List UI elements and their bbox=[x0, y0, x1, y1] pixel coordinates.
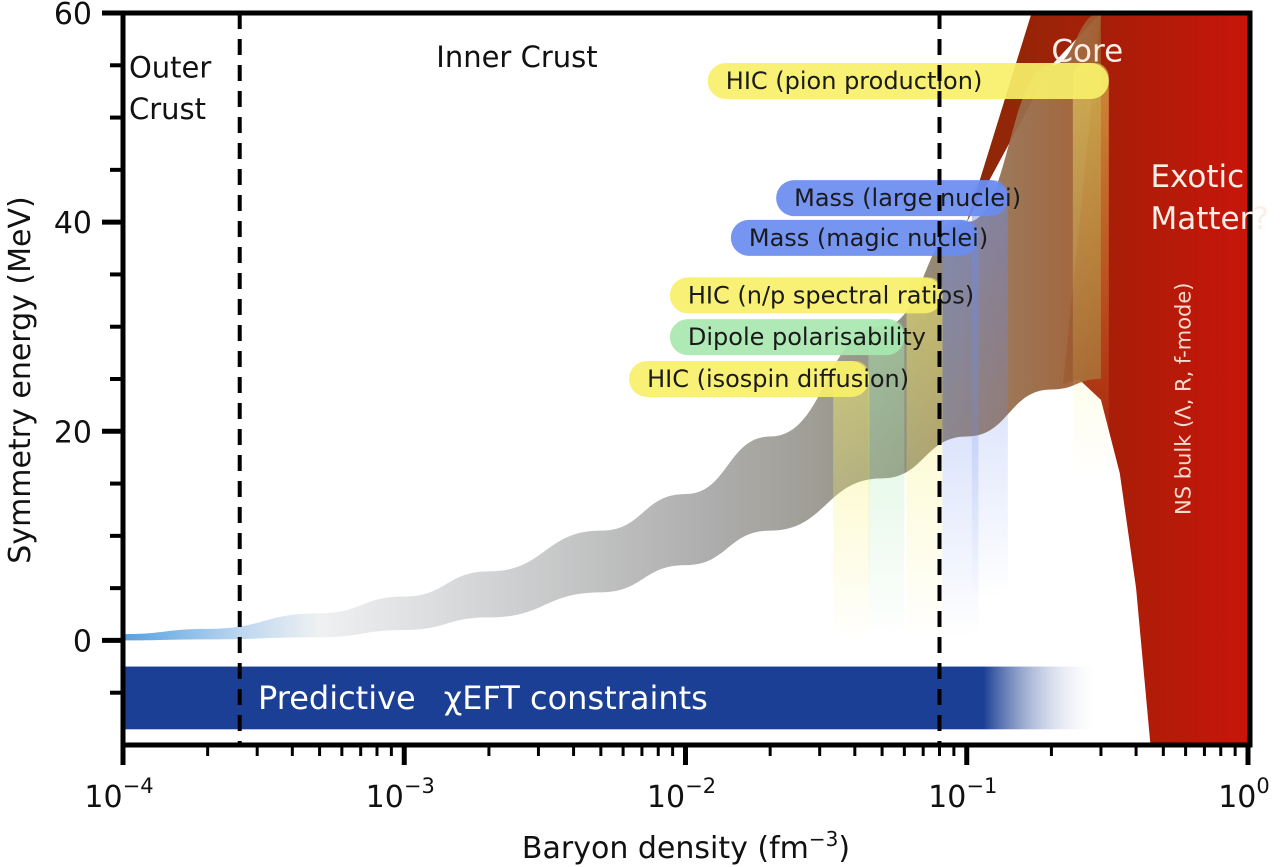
x-tick-label-1: 10−3 bbox=[366, 774, 435, 815]
constraint-pill-4 bbox=[669, 319, 905, 356]
y-tick-label-2: 40 bbox=[54, 206, 92, 241]
constraint-label-5: HIC (isospin diffusion) bbox=[647, 365, 909, 393]
constraint-fade-2 bbox=[942, 219, 979, 639]
x-axis-title-exponent: −3 bbox=[809, 827, 838, 851]
region-label-0-0: Outer bbox=[129, 50, 211, 84]
constraint-fade-1 bbox=[971, 180, 1008, 599]
y-tick-label-1: 20 bbox=[54, 415, 92, 450]
x-axis-title: Baryon density (fm−3) bbox=[522, 827, 850, 866]
symmetry-energy-band bbox=[123, 13, 1101, 641]
chiEFT-label: Predictive χEFT constraints bbox=[258, 679, 708, 717]
constraint-fade-0 bbox=[1072, 62, 1109, 482]
chiEFT-label-part1: Predictive bbox=[258, 679, 416, 717]
constraint-label-4: Dipole polarisability bbox=[688, 323, 926, 351]
x-tick-label-0: 10−4 bbox=[84, 774, 153, 815]
y-axis-title: Symmetry energy (MeV) bbox=[3, 196, 38, 563]
region-label-0-1: Crust bbox=[129, 92, 206, 126]
constraint-layer: HIC (pion production) Mass (large nuclei)… bbox=[629, 62, 1109, 644]
ns-bulk-label: NS bulk (Λ, R, f-mode) bbox=[1172, 282, 1196, 514]
region-label-3-0: Exotic bbox=[1150, 159, 1244, 195]
constraint-label-2: Mass (magic nuclei) bbox=[749, 224, 988, 252]
label-layer: Outer Crust Inner Crust Core Exotic Matter? NS… bbox=[129, 34, 1269, 515]
region-label-3-1: Matter? bbox=[1150, 201, 1268, 237]
constraint-pill-2 bbox=[730, 219, 979, 256]
constraint-pill-3 bbox=[669, 277, 943, 314]
region-label-2-0: Core bbox=[1051, 34, 1123, 70]
boundary-layer bbox=[237, 13, 942, 745]
chiEFT-band-layer: Predictive χEFT constraints bbox=[123, 666, 1101, 730]
constraint-fade-4 bbox=[868, 319, 905, 644]
chiEFT-label-part2: χEFT constraints bbox=[444, 679, 708, 717]
x-tick-label-3: 10−1 bbox=[928, 774, 997, 815]
constraint-label-1: Mass (large nuclei) bbox=[794, 184, 1021, 212]
tick-layer: 10−4 10−3 10−2 10−1 100 0 20 40 60 bbox=[54, 0, 1270, 815]
y-tick-label-3: 60 bbox=[54, 0, 92, 32]
constraint-pill-5 bbox=[629, 361, 870, 397]
symmetry-band-layer bbox=[123, 13, 1101, 641]
constraint-label-3: HIC (n/p spectral ratios) bbox=[688, 281, 974, 309]
constraint-pill-1 bbox=[776, 180, 1008, 217]
constraint-fade-3 bbox=[906, 277, 943, 644]
constraint-label-0: HIC (pion production) bbox=[726, 67, 983, 95]
y-tick-label-0: 0 bbox=[73, 624, 92, 659]
constraint-fade-5 bbox=[833, 361, 870, 644]
x-tick-label-2: 10−2 bbox=[647, 774, 716, 815]
x-tick-label-4: 100 bbox=[1218, 774, 1270, 815]
region-label-1-0: Inner Crust bbox=[436, 40, 597, 74]
constraint-pill-0 bbox=[707, 62, 1109, 99]
